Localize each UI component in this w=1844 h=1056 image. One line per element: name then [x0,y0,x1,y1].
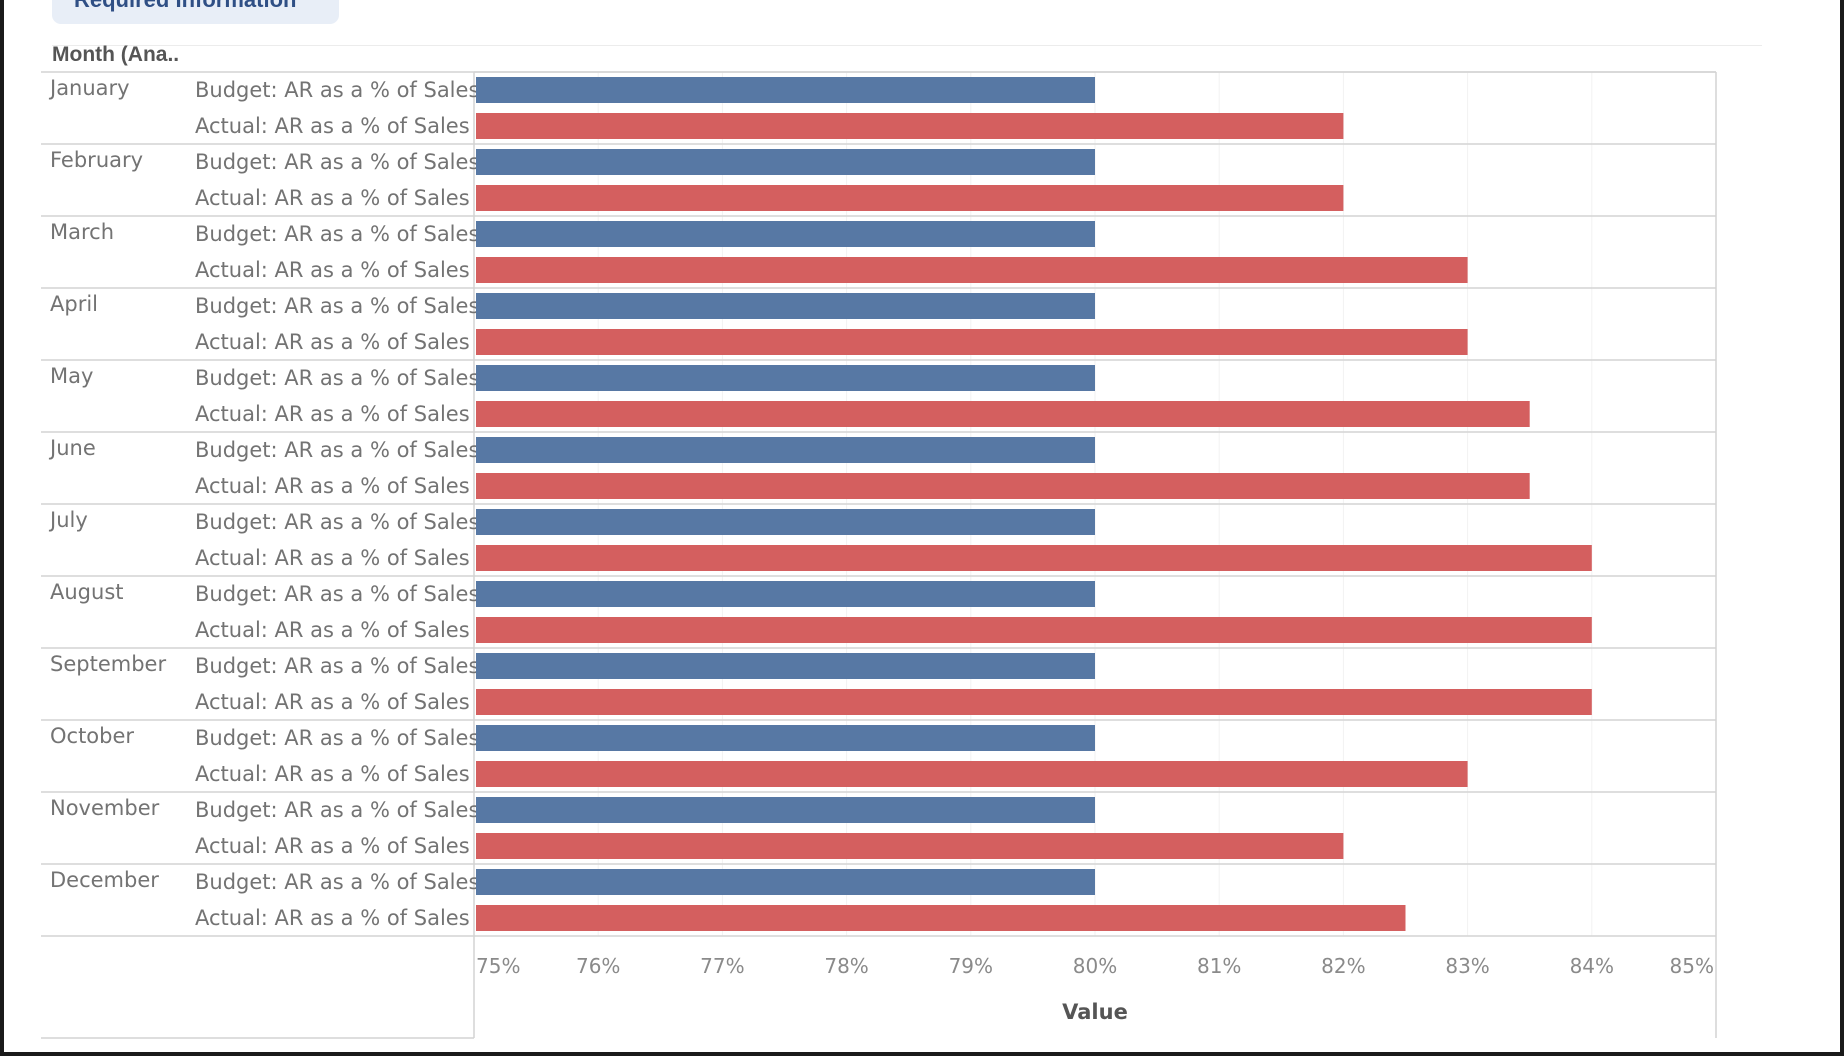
measure-label: Actual: AR as a % of Sales [195,186,470,210]
budget-bar [476,797,1095,823]
budget-bar [476,221,1095,247]
x-tick-label: 78% [824,954,868,978]
measure-label: Budget: AR as a % of Sales [195,510,479,534]
measure-label: Budget: AR as a % of Sales [195,294,479,318]
x-tick-label: 83% [1445,954,1489,978]
x-tick-label: 82% [1321,954,1365,978]
month-label: September [50,652,166,676]
actual-bar [476,545,1592,571]
month-label: July [48,508,88,532]
x-tick-label: 81% [1197,954,1241,978]
month-label: April [50,292,98,316]
budget-bar [476,869,1095,895]
measure-label: Budget: AR as a % of Sales [195,870,479,894]
measure-label: Actual: AR as a % of Sales [195,258,470,282]
measure-label: Actual: AR as a % of Sales [195,762,470,786]
actual-bar [476,905,1406,931]
measure-label: Budget: AR as a % of Sales [195,798,479,822]
actual-bar [476,257,1468,283]
measure-label: Budget: AR as a % of Sales [195,78,479,102]
measure-label: Actual: AR as a % of Sales [195,906,470,930]
measure-label: Actual: AR as a % of Sales [195,546,470,570]
month-label: August [50,580,124,604]
budget-bar [476,581,1095,607]
measure-label: Budget: AR as a % of Sales [195,438,479,462]
x-tick-label: 85% [1670,954,1714,978]
x-axis-title: Value [1062,1000,1128,1024]
x-tick-label: 75% [476,954,520,978]
x-tick-label: 79% [949,954,993,978]
required-information-label: Required Information [74,0,296,13]
budget-bar [476,149,1095,175]
x-tick-label: 80% [1073,954,1117,978]
measure-label: Actual: AR as a % of Sales [195,834,470,858]
month-label: November [50,796,160,820]
budget-bar [476,509,1095,535]
actual-bar [476,401,1530,427]
measure-label: Actual: AR as a % of Sales [195,330,470,354]
required-information-tab[interactable]: Required Information [52,0,339,24]
measure-label: Budget: AR as a % of Sales [195,222,479,246]
actual-bar [476,617,1592,643]
actual-bar [476,761,1468,787]
measure-label: Budget: AR as a % of Sales [195,726,479,750]
measure-label: Budget: AR as a % of Sales [195,654,479,678]
measure-label: Actual: AR as a % of Sales [195,402,470,426]
month-label: May [50,364,93,388]
measure-label: Actual: AR as a % of Sales [195,618,470,642]
viz-frame: Required Information Month (Ana.. Januar… [4,0,1840,1052]
actual-bar [476,113,1344,139]
actual-bar [476,329,1468,355]
row-header-month: Month (Ana.. [52,43,180,66]
month-label: December [50,868,159,892]
actual-bar [476,473,1530,499]
actual-bar [476,185,1344,211]
budget-bar [476,365,1095,391]
bar-chart: January Budget: AR as a % of Sales Actual:… [41,71,1717,1039]
budget-bar [476,293,1095,319]
measure-label: Actual: AR as a % of Sales [195,114,470,138]
month-label: March [50,220,114,244]
header-divider [52,45,1762,46]
x-tick-label: 84% [1570,954,1614,978]
month-label: June [48,436,96,460]
measure-label: Actual: AR as a % of Sales [195,690,470,714]
budget-bar [476,77,1095,103]
measure-label: Actual: AR as a % of Sales [195,474,470,498]
measure-label: Budget: AR as a % of Sales [195,366,479,390]
x-tick-label: 77% [700,954,744,978]
month-label: October [50,724,134,748]
budget-bar [476,725,1095,751]
actual-bar [476,833,1344,859]
month-label: January [48,76,130,100]
measure-label: Budget: AR as a % of Sales [195,582,479,606]
budget-bar [476,437,1095,463]
actual-bar [476,689,1592,715]
measure-label: Budget: AR as a % of Sales [195,150,479,174]
x-tick-label: 76% [576,954,620,978]
month-label: February [50,148,143,172]
budget-bar [476,653,1095,679]
